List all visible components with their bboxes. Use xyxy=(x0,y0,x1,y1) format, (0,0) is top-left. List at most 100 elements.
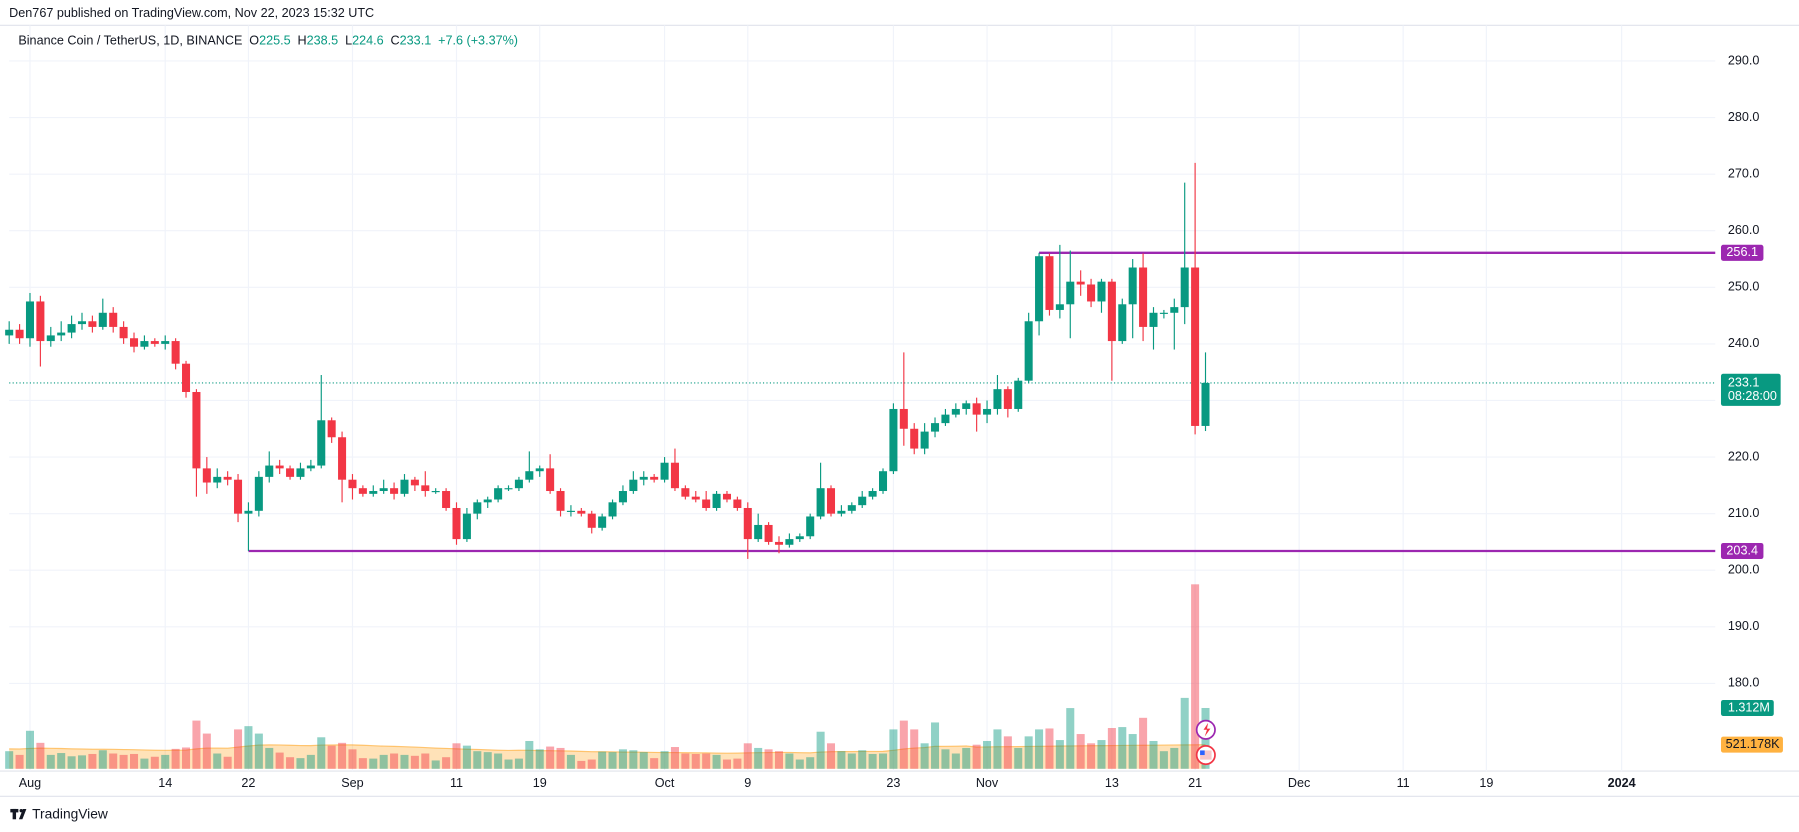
volume-bar xyxy=(941,749,950,769)
volume-bar xyxy=(858,750,867,769)
volume-bar xyxy=(254,733,263,769)
candle-body xyxy=(98,312,107,327)
volume-bar xyxy=(743,743,752,769)
volume-bar xyxy=(1191,584,1200,769)
candle-body xyxy=(993,389,1002,409)
volume-bar xyxy=(150,756,159,769)
volume-bar xyxy=(587,759,596,769)
candle-body xyxy=(941,414,950,424)
legend-value: 233.1 xyxy=(400,34,432,48)
volume-bar xyxy=(1024,736,1033,769)
candle-body xyxy=(462,513,471,540)
candle-body xyxy=(681,488,690,497)
x-tick-label: 11 xyxy=(1397,776,1410,790)
x-tick-label: 14 xyxy=(158,776,172,790)
volume-bar xyxy=(182,747,191,769)
volume-bar xyxy=(129,753,139,769)
volume-ma-label: 521.178K xyxy=(1726,737,1781,751)
candle-body xyxy=(920,431,929,449)
price-line-label: 256.1 xyxy=(1726,245,1758,259)
candle-body xyxy=(452,507,461,540)
candle-body xyxy=(15,329,24,339)
volume-bar xyxy=(629,750,638,769)
candle-body xyxy=(1180,267,1189,308)
x-tick-label: 2024 xyxy=(1608,776,1636,790)
volume-bar xyxy=(702,753,711,769)
candle-body xyxy=(46,335,55,342)
volume-bar xyxy=(67,756,76,769)
volume-bar xyxy=(442,757,451,769)
x-tick-label: Sep xyxy=(341,776,363,790)
volume-bar xyxy=(202,733,211,769)
candle-body xyxy=(1191,267,1200,426)
volume-bar xyxy=(972,744,981,769)
y-tick-label: 240.0 xyxy=(1728,336,1760,350)
footer-logo xyxy=(10,808,27,820)
candle-body xyxy=(1066,281,1075,305)
candle-body xyxy=(57,332,66,336)
x-tick-label: 13 xyxy=(1105,776,1119,790)
volume-bar xyxy=(837,751,846,769)
grid-layer xyxy=(9,25,1716,772)
candle-body xyxy=(421,485,430,492)
candle-body xyxy=(754,524,763,540)
volume-bar xyxy=(931,722,940,769)
legend-value: 238.5 xyxy=(307,34,339,48)
y-tick-label: 210.0 xyxy=(1728,506,1760,520)
legend-value: 224.6 xyxy=(352,34,384,48)
indicator-icons xyxy=(1195,719,1216,766)
candle-body xyxy=(1170,307,1179,313)
volume-bar xyxy=(816,731,825,769)
volume-bar xyxy=(795,759,804,769)
volume-bar xyxy=(275,752,284,769)
volume-bar xyxy=(161,754,170,769)
price-line-label-box xyxy=(1720,244,1764,261)
candle-body xyxy=(202,468,211,483)
volume-bar xyxy=(1107,728,1116,769)
y-tick-label: 280.0 xyxy=(1728,110,1760,124)
volume-bar xyxy=(410,755,419,769)
volume-bar xyxy=(77,755,87,769)
candle-body xyxy=(546,468,555,492)
legend-value: 225.5 xyxy=(259,34,291,48)
candle-body xyxy=(785,539,794,545)
candle-body xyxy=(275,465,284,469)
volume-bar xyxy=(1180,697,1189,769)
volume-bar xyxy=(1118,727,1127,769)
candle-body xyxy=(182,363,191,392)
volume-bar xyxy=(983,740,992,769)
candle-body xyxy=(77,321,87,325)
candle-body xyxy=(150,341,159,344)
candle-body xyxy=(390,488,399,494)
x-tick-label: Oct xyxy=(655,776,675,790)
candle-body xyxy=(234,479,243,514)
candle-body xyxy=(286,468,295,477)
volume-bar xyxy=(379,754,388,769)
candle-body xyxy=(494,488,503,500)
volume-bar xyxy=(431,760,440,769)
candle-body xyxy=(306,465,315,469)
candle-body xyxy=(213,476,222,483)
x-tick-label: 23 xyxy=(886,776,900,790)
volume-bar xyxy=(46,754,55,769)
candle-body xyxy=(161,341,170,344)
volume-bar xyxy=(483,752,492,769)
volume-bar xyxy=(868,753,877,769)
candle-body xyxy=(816,488,825,517)
icon-flag-canton xyxy=(1200,750,1205,756)
volume-bar xyxy=(1128,734,1137,769)
y-tick-label: 270.0 xyxy=(1728,166,1760,180)
candle-body xyxy=(670,462,679,489)
volume-bar xyxy=(639,752,648,769)
candle-body xyxy=(660,462,669,480)
volume-bar xyxy=(733,758,742,769)
icon-flag xyxy=(1200,750,1212,760)
candle-body xyxy=(629,479,638,492)
volume-bar xyxy=(88,753,97,769)
volume-bar xyxy=(899,720,908,769)
candle-body xyxy=(722,493,731,500)
volume-bar xyxy=(514,758,523,769)
candle-body xyxy=(1201,382,1210,426)
candle-body xyxy=(712,493,721,508)
